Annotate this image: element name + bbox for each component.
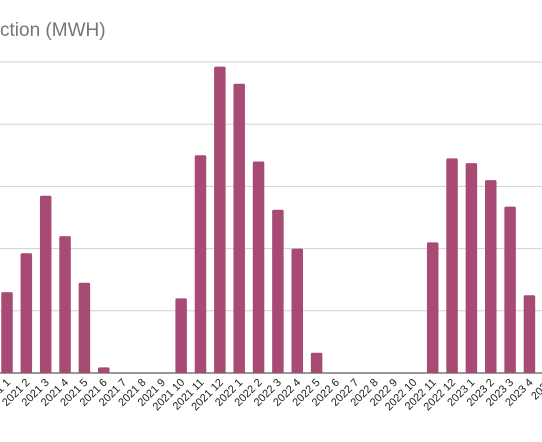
bar <box>59 236 71 373</box>
bar <box>175 298 187 373</box>
bar <box>214 66 226 373</box>
chart-title: ction (MWH) <box>0 20 106 41</box>
bar <box>233 83 245 374</box>
bar <box>465 163 478 373</box>
bar <box>252 161 265 373</box>
bar <box>78 282 91 373</box>
bar <box>98 367 110 373</box>
bar <box>272 209 284 373</box>
bar <box>504 206 516 373</box>
bar <box>426 242 439 373</box>
bar <box>446 158 458 373</box>
bar <box>523 295 536 373</box>
bar <box>291 248 303 373</box>
bar <box>194 155 207 373</box>
bar <box>485 180 497 373</box>
bar <box>39 195 52 373</box>
bar <box>1 292 13 373</box>
bar <box>310 352 323 373</box>
bars <box>1 66 536 374</box>
bar <box>20 253 33 373</box>
